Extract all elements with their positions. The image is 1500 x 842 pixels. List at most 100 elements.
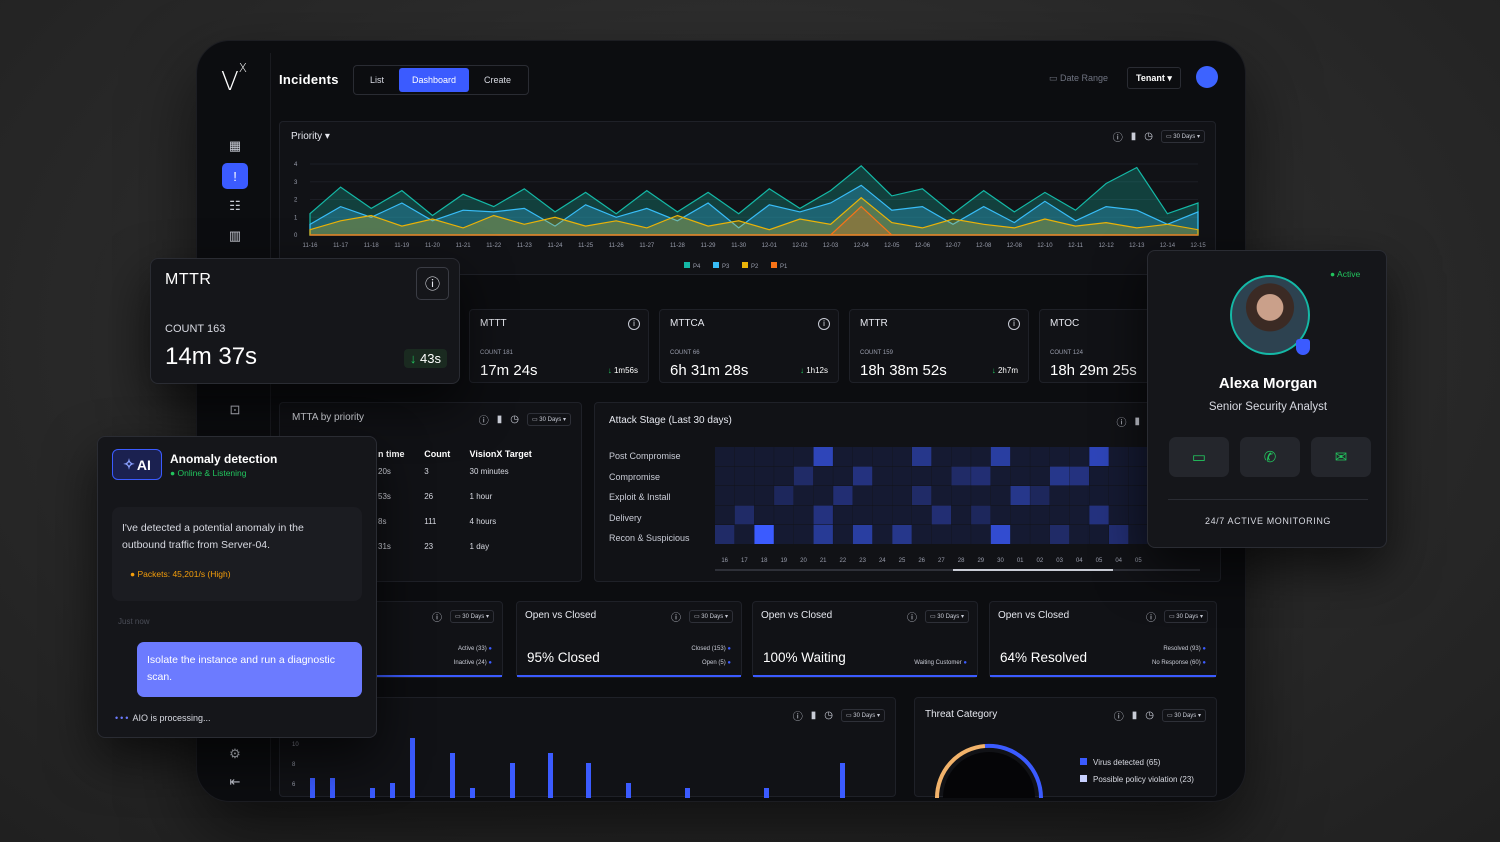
info-icon[interactable]: ⓘ <box>431 613 442 624</box>
heatmap-cell <box>912 505 932 525</box>
heatmap-cell <box>872 447 892 466</box>
stat-card-mttt[interactable]: MTTT i COUNT 181 17m 24s ↓ 1m56s <box>469 309 649 383</box>
tasks-icon[interactable]: ☷ <box>229 198 241 213</box>
incidents-alert-icon[interactable]: ! <box>222 163 248 189</box>
app-logo[interactable]: VX <box>221 61 248 97</box>
range-select[interactable]: ▭ 30 Days ▾ <box>840 709 885 722</box>
open-closed-card[interactable]: Open vs Closed ⓘ ▭ 30 Days ▾ 95% Closed Clos… <box>516 601 742 678</box>
open-closed-card[interactable]: Open vs Closed ⓘ ▭ 30 Days ▾ 64% Resolved Re… <box>989 601 1217 678</box>
info-icon[interactable]: ⓘ <box>792 712 803 723</box>
info-icon[interactable]: ⓘ <box>670 613 681 624</box>
x-tick-label: 20 <box>800 558 807 564</box>
threat-card: Threat Category ⓘ ▮ ◷ ▭ 30 Days ▾ Virus … <box>914 697 1217 798</box>
info-icon[interactable]: ⓘ <box>478 416 489 427</box>
clock-icon[interactable]: ◷ <box>824 710 833 721</box>
range-select[interactable]: ▭ 30 Days ▾ <box>1163 610 1208 623</box>
heatmap-cell <box>852 505 873 525</box>
x-tick-label: 29 <box>977 558 984 564</box>
bar[interactable] <box>330 778 335 798</box>
phone-icon[interactable]: ✆ <box>1240 437 1300 477</box>
heatmap-cell <box>1049 447 1070 466</box>
info-icon[interactable]: ⓘ <box>1112 133 1123 144</box>
clock-icon[interactable]: ◷ <box>1144 131 1153 142</box>
stat-card-mtoc[interactable]: MTOC COUNT 124 18h 29m 25s <box>1039 309 1159 383</box>
range-select[interactable]: ▭ 30 Days ▾ <box>449 610 494 623</box>
x-tick-label: 11-27 <box>639 243 655 249</box>
clock-icon[interactable]: ◷ <box>510 414 519 425</box>
bar[interactable] <box>548 753 553 798</box>
mttr-count: COUNT 163 <box>165 323 226 335</box>
stat-card-mttca[interactable]: MTTCA i COUNT 66 6h 31m 28s ↓ 1h12s <box>659 309 839 383</box>
x-tick-label: 01 <box>1017 558 1024 564</box>
action-suggestion-button[interactable]: Isolate the instance and run a diagnosti… <box>137 642 362 697</box>
bar[interactable] <box>370 788 375 798</box>
range-select[interactable]: ▭ 30 Days ▾ <box>688 610 733 623</box>
analytics-icon[interactable]: ⊡ <box>229 402 241 417</box>
settings-gear-icon[interactable]: ⚙ <box>229 746 241 761</box>
shield-icon <box>1296 339 1310 355</box>
bar[interactable] <box>450 753 455 798</box>
range-select[interactable]: ▭ 30 Days ▾ <box>1161 709 1206 722</box>
tenant-select[interactable]: Tenant ▾ <box>1127 67 1181 89</box>
legend-label[interactable]: P2 <box>751 264 759 270</box>
tab-list[interactable]: List <box>370 75 385 85</box>
info-icon[interactable]: ⓘ <box>1113 712 1124 723</box>
card-title: Open vs Closed <box>761 610 833 621</box>
bar-chart-icon[interactable]: ▮ <box>1131 710 1138 721</box>
stat-count: COUNT 124 <box>1050 350 1083 356</box>
info-icon[interactable]: ⓘ <box>416 267 449 300</box>
bar[interactable] <box>626 783 631 798</box>
bar[interactable] <box>310 778 315 798</box>
scrollbar-thumb[interactable] <box>953 569 1113 571</box>
reports-chart-icon[interactable]: ▥ <box>228 228 242 243</box>
heatmap-cell <box>971 486 991 505</box>
info-icon[interactable]: ⓘ <box>1145 613 1156 624</box>
info-icon[interactable]: i <box>628 318 640 330</box>
stat-card-mttr[interactable]: MTTR i COUNT 159 18h 38m 52s ↓ 2h7m <box>849 309 1029 383</box>
info-icon[interactable]: i <box>818 318 830 330</box>
range-select[interactable]: ▭ 30 Days ▾ <box>924 610 969 623</box>
heatmap-cell <box>971 525 991 544</box>
legend-label[interactable]: P1 <box>780 264 788 270</box>
chat-icon[interactable]: ▭ <box>1169 437 1229 477</box>
bar-chart-icon[interactable]: ▮ <box>1134 416 1140 427</box>
heatmap-cell <box>774 466 794 486</box>
dashboard-grid-icon[interactable]: ▦ <box>228 138 242 153</box>
priority-filter[interactable]: Priority ▾ <box>291 131 330 142</box>
bar[interactable] <box>510 763 515 798</box>
range-select[interactable]: ▭ 30 Days ▾ <box>526 413 571 426</box>
user-avatar[interactable] <box>1196 66 1218 88</box>
bar[interactable] <box>685 788 690 798</box>
analyst-avatar[interactable] <box>1230 275 1310 355</box>
info-icon[interactable]: ⓘ <box>1116 418 1127 429</box>
bar[interactable] <box>764 788 769 798</box>
bar[interactable] <box>840 763 845 798</box>
clock-icon[interactable]: ◷ <box>1145 710 1154 721</box>
open-closed-card[interactable]: Open vs Closed ⓘ ▭ 30 Days ▾ 100% Waiting Wa… <box>752 601 978 678</box>
bar-chart-icon[interactable]: ▮ <box>1130 131 1137 142</box>
bar-chart-icon[interactable]: ▮ <box>810 710 817 721</box>
legend-label[interactable]: P3 <box>722 264 730 270</box>
stat-value: 6h 31m 28s <box>670 362 749 379</box>
tab-create[interactable]: Create <box>484 75 512 85</box>
bar[interactable] <box>410 738 415 798</box>
bar-chart-icon[interactable]: ▮ <box>496 414 503 425</box>
bar[interactable] <box>470 788 475 798</box>
bar[interactable] <box>586 763 591 798</box>
x-tick-label: 05 <box>1135 558 1142 564</box>
mail-icon[interactable]: ✉ <box>1311 437 1371 477</box>
heatmap-cell <box>813 486 833 505</box>
bar[interactable] <box>390 783 395 798</box>
heatmap-cell <box>990 466 1011 486</box>
tab-dashboard[interactable]: Dashboard <box>399 68 470 92</box>
x-tick-label: 11-29 <box>701 243 717 249</box>
range-select[interactable]: ▭ 30 Days ▾ <box>1160 130 1205 143</box>
info-icon[interactable]: ⓘ <box>906 613 917 624</box>
heatmap-cell <box>833 505 853 525</box>
heatmap-cell <box>852 466 873 486</box>
logout-icon[interactable]: ⇤ <box>229 774 241 789</box>
date-range-picker[interactable]: ▭ Date Range <box>1049 73 1109 83</box>
legend-label[interactable]: P4 <box>693 264 701 270</box>
heatmap-cell <box>1049 466 1070 486</box>
info-icon[interactable]: i <box>1008 318 1020 330</box>
